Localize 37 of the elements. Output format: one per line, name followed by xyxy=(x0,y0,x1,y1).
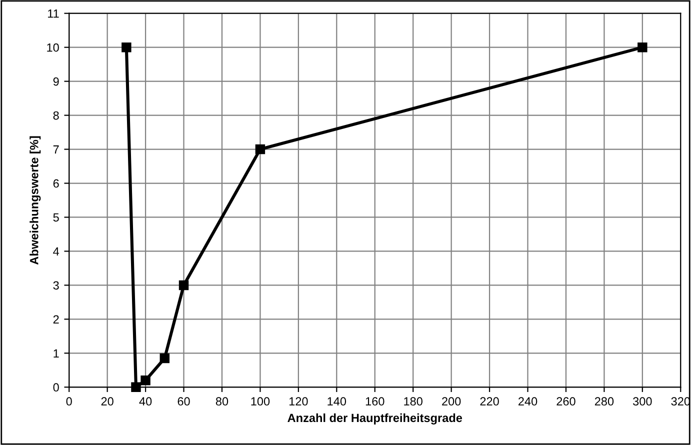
y-tick-label: 6 xyxy=(53,179,59,188)
point xyxy=(255,144,266,154)
x-tick-label: 40 xyxy=(139,397,152,406)
y-tick-label: 9 xyxy=(53,77,59,86)
x-tick-label: 280 xyxy=(594,397,614,406)
x-tick-label: 0 xyxy=(66,397,72,406)
x-tick-label: 240 xyxy=(518,397,538,406)
x-tick-label: 140 xyxy=(328,397,346,406)
x-tick-label: 80 xyxy=(216,397,228,406)
y-tick-label: 8 xyxy=(53,111,59,120)
x-tick-label: 60 xyxy=(178,397,190,406)
y-axis-title: Abweichungswerte [%] xyxy=(30,136,41,265)
y-tick-label: 1 xyxy=(54,349,59,358)
point xyxy=(140,375,150,386)
x-tick-label: 160 xyxy=(366,397,384,406)
x-tick-label: 300 xyxy=(633,397,652,406)
x-tick-label: 120 xyxy=(289,397,308,406)
y-tick-label: 2 xyxy=(53,315,59,324)
y-tick-label: 10 xyxy=(47,43,59,52)
x-tick-label: 180 xyxy=(404,397,422,406)
y-tick-label: 5 xyxy=(53,213,59,222)
point xyxy=(131,382,141,392)
y-tick-label: 3 xyxy=(53,281,59,290)
y-tick-label: 11 xyxy=(48,10,59,18)
point xyxy=(178,280,189,290)
x-axis-title: Anzahl der Hauptfreiheitsgrade xyxy=(288,413,462,424)
x-tick-label: 220 xyxy=(480,397,499,406)
x-tick-label: 260 xyxy=(556,397,576,406)
y-tick-label: 0 xyxy=(53,383,59,392)
x-tick-label: 200 xyxy=(442,397,461,406)
point xyxy=(122,42,132,52)
y-tick-label: 4 xyxy=(53,247,60,256)
x-tick-label: 20 xyxy=(101,397,114,406)
point xyxy=(160,353,170,364)
y-tick-label: 7 xyxy=(53,145,59,154)
x-tick-label: 100 xyxy=(251,397,270,406)
point xyxy=(638,42,648,52)
